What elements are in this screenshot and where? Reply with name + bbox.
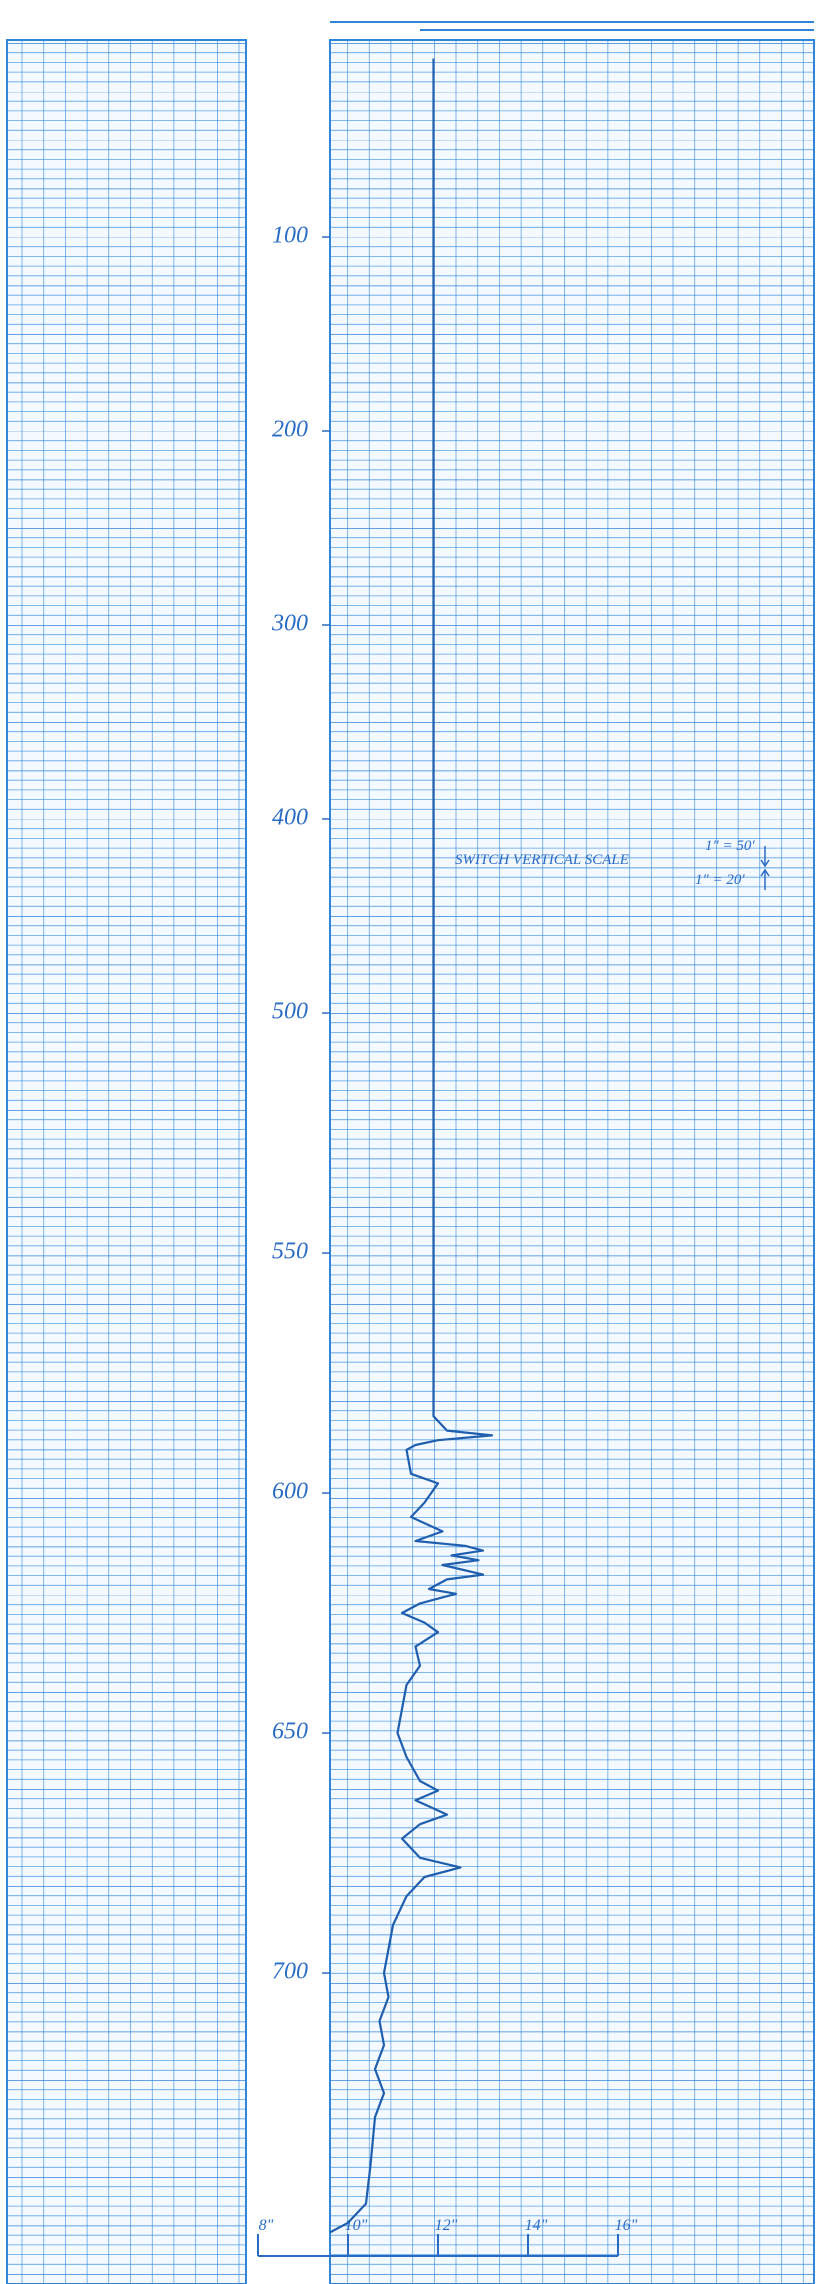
right-track <box>330 40 814 2284</box>
x-tick-label: 8" <box>259 2217 274 2234</box>
y-tick-label: 400 <box>272 805 308 831</box>
y-tick-label: 300 <box>271 611 308 637</box>
annotation: SWITCH VERTICAL SCALE <box>455 852 629 868</box>
y-tick-label: 200 <box>272 417 308 443</box>
x-tick-label: 14" <box>525 2217 548 2234</box>
header-marks <box>330 22 814 30</box>
x-tick-label: 10" <box>345 2217 368 2234</box>
well-log-chart: SWITCH VERTICAL SCALE 1" = 50' 1" = 20' … <box>0 0 831 2284</box>
y-tick-label: 100 <box>272 223 308 249</box>
annotation: 1" = 20' <box>695 872 745 888</box>
y-tick-label: 600 <box>272 1479 308 1505</box>
y-tick-label: 700 <box>272 1959 308 1985</box>
left-track <box>7 40 246 2284</box>
y-tick-label: 550 <box>272 1239 308 1265</box>
x-tick-label: 12" <box>435 2217 458 2234</box>
y-tick-label: 650 <box>272 1719 308 1745</box>
y-tick-label: 500 <box>272 999 308 1025</box>
annotation: 1" = 50' <box>705 838 755 854</box>
x-tick-label: 16" <box>615 2217 638 2234</box>
